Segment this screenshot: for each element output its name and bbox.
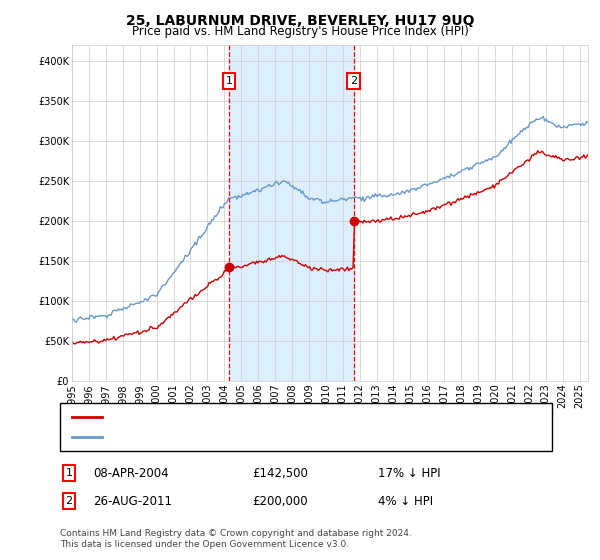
Text: 26-AUG-2011: 26-AUG-2011 (93, 494, 172, 508)
Text: Contains HM Land Registry data © Crown copyright and database right 2024.
This d: Contains HM Land Registry data © Crown c… (60, 529, 412, 549)
Text: £142,500: £142,500 (252, 466, 308, 480)
Text: 2: 2 (350, 76, 357, 86)
Text: Price paid vs. HM Land Registry's House Price Index (HPI): Price paid vs. HM Land Registry's House … (131, 25, 469, 38)
Text: 25, LABURNUM DRIVE, BEVERLEY, HU17 9UQ (detached house): 25, LABURNUM DRIVE, BEVERLEY, HU17 9UQ (… (108, 412, 437, 422)
Text: 17% ↓ HPI: 17% ↓ HPI (378, 466, 440, 480)
Bar (229, 45, 353, 381)
Text: 4% ↓ HPI: 4% ↓ HPI (378, 494, 433, 508)
Text: 2: 2 (65, 496, 73, 506)
Text: 08-APR-2004: 08-APR-2004 (93, 466, 169, 480)
Text: HPI: Average price, detached house, East Riding of Yorkshire: HPI: Average price, detached house, East… (108, 432, 424, 442)
Text: £200,000: £200,000 (252, 494, 308, 508)
Text: 1: 1 (226, 76, 232, 86)
Text: 25, LABURNUM DRIVE, BEVERLEY, HU17 9UQ: 25, LABURNUM DRIVE, BEVERLEY, HU17 9UQ (126, 14, 474, 28)
Text: 1: 1 (65, 468, 73, 478)
